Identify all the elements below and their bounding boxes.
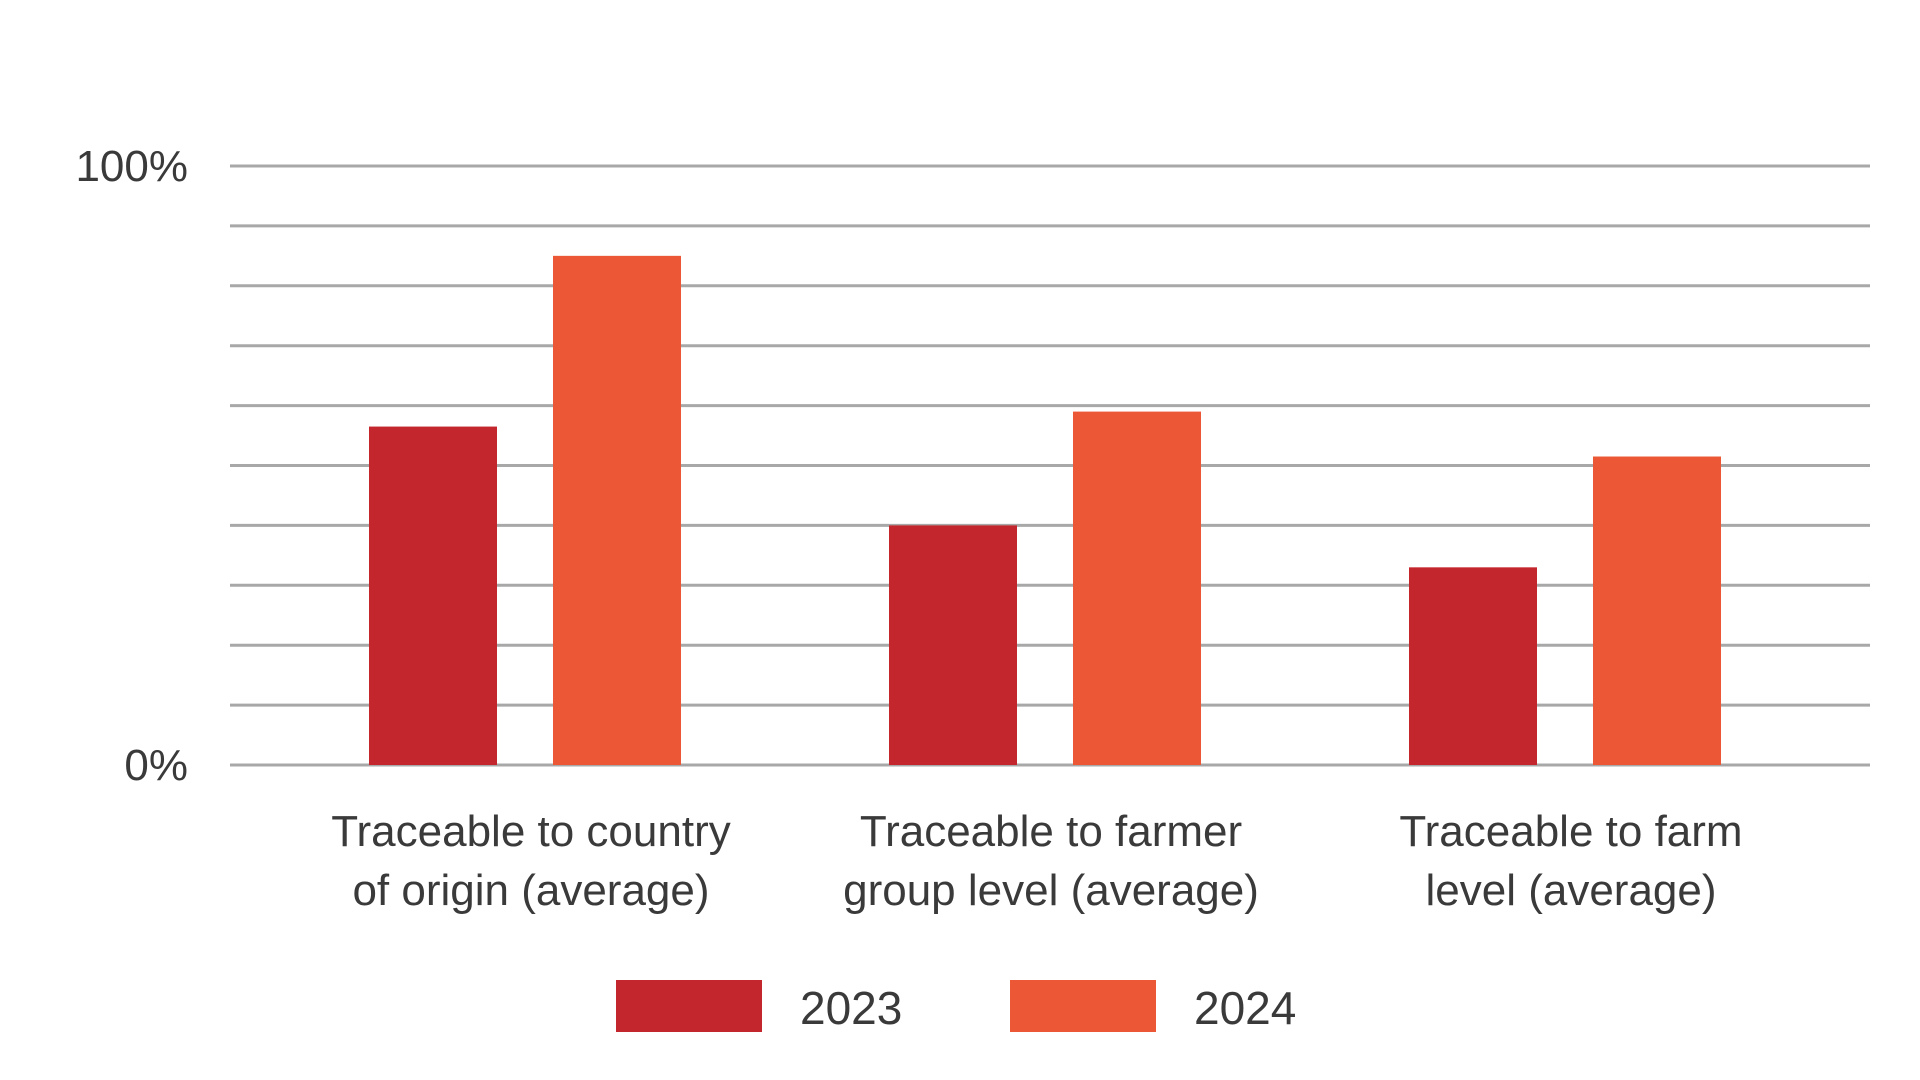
category-label-1-line-1: Traceable to farmer	[860, 807, 1242, 856]
category-label-2-line-1: Traceable to farm	[1399, 807, 1742, 856]
category-label-0-line-1: Traceable to country	[331, 807, 730, 856]
category-label-0-line-2: of origin (average)	[352, 866, 709, 915]
bars	[369, 255, 1721, 765]
legend-label-2023: 2023	[800, 982, 902, 1034]
y-tick-label-top: 100%	[75, 142, 188, 191]
y-axis-ticks: 100% 0%	[75, 142, 188, 790]
category-labels: Traceable to country of origin (average)…	[331, 807, 1742, 915]
category-label-1-line-2: group level (average)	[843, 866, 1259, 915]
bar-2024-category-1	[1073, 411, 1201, 765]
bar-2023-category-1	[889, 525, 1017, 765]
legend-swatch-2024	[1010, 980, 1156, 1032]
bar-2024-category-0	[553, 255, 681, 765]
legend-label-2024: 2024	[1194, 982, 1296, 1034]
bar-2024-category-2	[1593, 456, 1721, 765]
bar-2023-category-2	[1409, 567, 1537, 765]
y-tick-label-bottom: 0%	[124, 741, 188, 790]
category-label-2-line-2: level (average)	[1425, 866, 1716, 915]
gridlines	[230, 164, 1870, 767]
legend: 2023 2024	[616, 980, 1296, 1034]
bar-2023-category-0	[369, 426, 497, 765]
legend-swatch-2023	[616, 980, 762, 1032]
